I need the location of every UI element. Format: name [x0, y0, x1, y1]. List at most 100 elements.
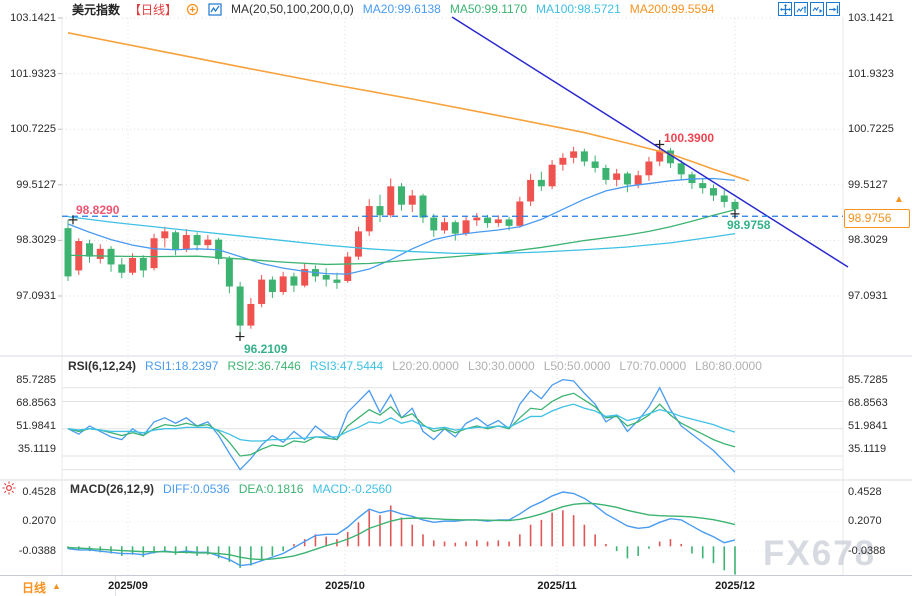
candle-body	[580, 151, 588, 162]
macd-axis-label-right: -0.0388	[848, 544, 886, 557]
chart-header: 美元指数 【日线】 MA(20,50,100,200,0,0) MA20:99.…	[72, 1, 714, 17]
ma200-value: MA200:99.5594	[629, 2, 715, 16]
ma-settings-label[interactable]: MA(20,50,100,200,0,0)	[231, 2, 354, 16]
candle-body	[720, 195, 728, 202]
ma100-value: MA100:98.5721	[536, 2, 621, 16]
candle-body	[473, 217, 481, 221]
rsi-axis-label-right: 85.7285	[848, 374, 888, 386]
rsi-line-rsi3	[67, 403, 736, 442]
candle-body	[570, 151, 578, 158]
date-axis-label: 2025/10	[325, 580, 365, 592]
settings-sun-icon[interactable]	[2, 481, 16, 500]
candle-body	[591, 161, 599, 168]
price-axis-label-left: 99.5127	[16, 178, 56, 191]
candle-body	[86, 243, 94, 257]
dea-value: DEA:0.1816	[238, 482, 304, 496]
rsi-axis-label-left: 85.7285	[16, 374, 56, 386]
add-circle-icon[interactable]	[186, 3, 199, 16]
ma50-value: MA50:99.1170	[449, 2, 528, 16]
candle-body	[322, 275, 330, 280]
price-axis-label-right: 97.0931	[848, 290, 888, 302]
bottom-timeframe-label[interactable]: 日线	[22, 581, 47, 595]
cross-marker	[235, 332, 245, 342]
timeframe-up-arrow-icon[interactable]: ▲	[52, 581, 61, 591]
candle-body	[397, 186, 405, 205]
candle-body	[613, 173, 621, 180]
candle-body	[247, 303, 255, 326]
candle-body	[441, 222, 449, 231]
macd-line-dea	[67, 502, 736, 561]
cross-marker	[730, 209, 740, 219]
price-axis-label-left: 101.9323	[10, 67, 56, 80]
macd-header: MACD(26,12,9) DIFF:0.0536 DEA:0.1816 MAC…	[70, 482, 392, 496]
rsi-axis-label-right: 51.9841	[848, 420, 888, 432]
rsi-title[interactable]: RSI(6,12,24)	[68, 359, 137, 373]
rsi-axis-label-right: 68.8563	[848, 397, 888, 409]
ma-indicator-icon[interactable]	[208, 2, 222, 16]
candle-body	[699, 183, 707, 189]
macd-title[interactable]: MACD(26,12,9)	[70, 482, 155, 496]
candle-body	[408, 195, 416, 205]
price-axis-label-right: 98.3029	[848, 234, 888, 247]
jump-to-latest-icon[interactable]	[826, 2, 840, 16]
rsi-l80-value: L80:80.0000	[695, 359, 762, 373]
cross-marker	[68, 215, 78, 225]
candle-body	[731, 201, 739, 210]
candle-body	[602, 167, 610, 180]
current-price-tag[interactable]: 98.9756	[844, 209, 910, 228]
alert-price-label[interactable]: 98.8290	[76, 203, 120, 217]
candle-body	[129, 258, 137, 273]
rsi-header: RSI(6,12,24) RSI1:18.2397 RSI2:36.7446 R…	[68, 359, 762, 373]
trendline	[451, 16, 849, 268]
candle-body	[365, 206, 373, 232]
candle-body	[225, 258, 233, 287]
candle-body	[193, 235, 201, 246]
candle-body	[634, 175, 642, 185]
candle-body	[268, 279, 276, 293]
candle-body	[344, 256, 352, 281]
macd-value: MACD:-0.2560	[312, 482, 392, 496]
candle-body	[139, 258, 147, 271]
price-axis-label-right: 100.7225	[848, 123, 894, 136]
candle-body	[623, 173, 631, 185]
candle-body	[64, 228, 72, 277]
candle-body	[645, 161, 653, 176]
rsi-line-rsi1	[67, 378, 736, 473]
date-axis-label: 2025/11	[537, 580, 577, 592]
date-axis-label: 2025/09	[108, 580, 148, 592]
rsi-axis-label-left: 51.9841	[16, 420, 56, 432]
candle-body	[118, 264, 126, 273]
ma-line-ma20	[67, 177, 736, 275]
pane-up-icon[interactable]	[794, 2, 808, 16]
candle-body	[666, 150, 674, 164]
macd-axis-label-right: 0.2070	[848, 515, 882, 528]
candle-body	[505, 219, 513, 226]
candle-body	[172, 232, 180, 250]
symbol-name: 美元指数	[72, 2, 121, 17]
price-axis-label-left: 97.0931	[16, 290, 56, 302]
price-axis-label-left: 100.7225	[10, 123, 56, 136]
price-axis-label-right: 103.1421	[848, 12, 894, 24]
rsi-axis-label-left: 35.1119	[17, 443, 56, 455]
candle-body	[559, 157, 567, 165]
pan-crosshair-icon[interactable]	[778, 2, 792, 16]
price-axis-label-left: 98.3029	[16, 234, 56, 247]
candle-body	[709, 188, 717, 196]
macd-axis-label-right: 0.4528	[848, 486, 882, 498]
ma20-value: MA20:99.6138	[362, 2, 441, 16]
price-tag-arrow-icon[interactable]: ▲	[894, 194, 904, 205]
candle-body	[290, 276, 298, 286]
candle-body	[548, 164, 556, 187]
bottom-bar-divider	[115, 576, 116, 596]
candle-body	[376, 206, 384, 216]
rsi-line-rsi2	[67, 392, 736, 457]
macd-axis-label-left: 0.2070	[22, 515, 56, 528]
rsi-l20-value: L20:20.0000	[392, 359, 459, 373]
rsi1-value: RSI1:18.2397	[145, 359, 219, 373]
candle-body	[656, 150, 664, 162]
pane-forward-icon[interactable]	[810, 2, 824, 16]
time-axis-bar: 日线 ▲ 2025/09 2025/10 2025/11 2025/12	[0, 575, 912, 596]
rsi3-value: RSI3:47.5444	[309, 359, 384, 373]
